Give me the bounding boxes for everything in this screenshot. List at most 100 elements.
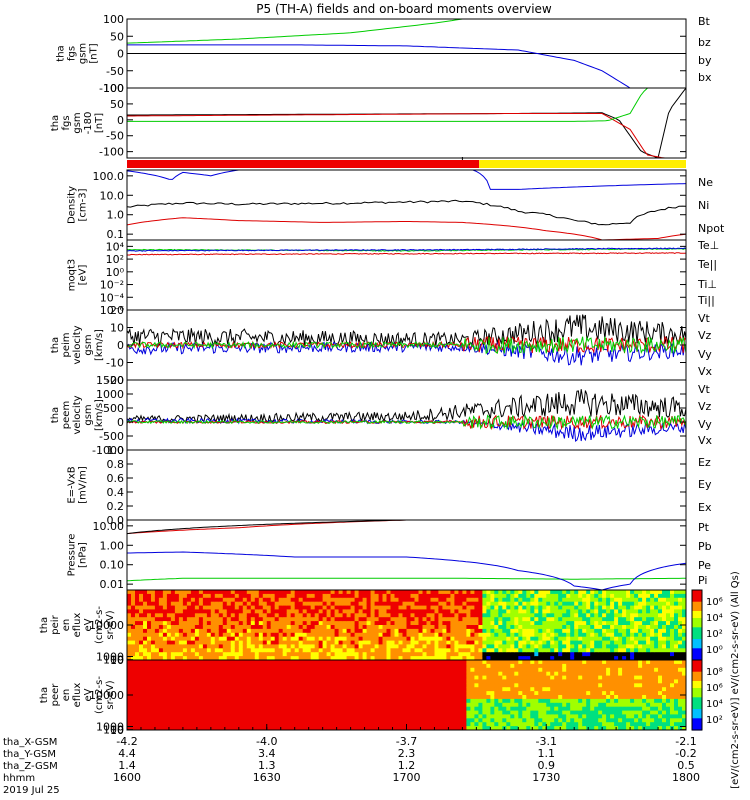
heatmap-cell — [226, 601, 232, 607]
heatmap-cell — [135, 621, 140, 626]
heatmap-cell — [270, 679, 276, 684]
heatmap-cell — [127, 625, 132, 630]
heatmap-cell — [458, 613, 463, 618]
heatmap-cell — [270, 632, 276, 638]
heatmap-cell — [642, 617, 647, 622]
heatmap-cell — [182, 714, 188, 719]
heatmap-cell — [286, 663, 292, 669]
heatmap-cell — [542, 714, 547, 719]
heatmap-cell — [338, 652, 344, 657]
heatmap-cell — [530, 640, 535, 646]
heatmap-cell — [246, 593, 252, 599]
heatmap-cell — [254, 617, 260, 622]
heatmap-cell — [586, 605, 591, 611]
heatmap-cell — [482, 722, 487, 727]
heatmap-cell — [442, 625, 447, 630]
heatmap-cell — [139, 675, 144, 681]
heatmap-cell — [446, 597, 451, 603]
heatmap-cell — [342, 663, 348, 669]
heatmap-cell — [270, 590, 276, 595]
heatmap-cell — [394, 625, 400, 630]
heatmap-cell — [342, 625, 348, 630]
heatmap-cell — [442, 597, 447, 603]
heatmap-cell — [570, 605, 575, 611]
heatmap-cell — [206, 636, 212, 642]
heatmap-cell — [222, 632, 228, 638]
heatmap-cell — [238, 667, 244, 673]
colorbar-swatch — [692, 597, 702, 600]
heatmap-cell — [322, 714, 328, 719]
heatmap-cell — [147, 601, 152, 607]
heatmap-cell — [598, 605, 603, 611]
heatmap-cell — [127, 687, 132, 692]
heatmap-cell — [250, 714, 256, 719]
heatmap-cell — [502, 671, 507, 677]
heatmap-cell — [550, 652, 555, 657]
heatmap-cell — [238, 722, 244, 727]
heatmap-cell — [642, 593, 647, 599]
heatmap-cell — [306, 621, 312, 626]
heatmap-cell — [274, 590, 280, 595]
heatmap-cell — [610, 593, 615, 599]
heatmap-cell — [190, 683, 196, 688]
heatmap-cell — [638, 628, 643, 634]
heatmap-cell — [206, 687, 212, 692]
heatmap-cell — [558, 590, 563, 595]
heatmap-cell — [450, 695, 455, 700]
heatmap-cell — [226, 663, 232, 669]
heatmap-cell — [206, 660, 212, 665]
heatmap-cell — [250, 656, 256, 660]
heatmap-cell — [290, 625, 296, 630]
heatmap-cell — [250, 597, 256, 603]
heatmap-cell — [462, 663, 467, 669]
heatmap-cell — [258, 667, 264, 673]
heatmap-cell — [226, 656, 232, 660]
heatmap-cell — [226, 609, 232, 614]
heatmap-cell — [298, 601, 304, 607]
heatmap-cell — [494, 702, 499, 708]
heatmap-cell — [530, 687, 535, 692]
heatmap-cell — [514, 687, 519, 692]
heatmap-cell — [306, 632, 312, 638]
heatmap-cell — [554, 597, 559, 603]
heatmap-cell — [570, 671, 575, 677]
heatmap-cell — [414, 590, 420, 595]
heatmap-cell — [426, 601, 432, 607]
heatmap-cell — [546, 683, 551, 688]
heatmap-cell — [370, 667, 376, 673]
heatmap-cell — [270, 671, 276, 677]
heatmap-cell — [170, 628, 176, 634]
heatmap-cell — [274, 632, 280, 638]
heatmap-cell — [394, 683, 400, 688]
heatmap-cell — [398, 597, 404, 603]
heatmap-cell — [510, 648, 515, 653]
heatmap-cell — [162, 640, 168, 646]
heatmap-cell — [474, 597, 479, 603]
heatmap-cell — [414, 609, 420, 614]
heatmap-cell — [510, 695, 515, 700]
heatmap-cell — [346, 679, 352, 684]
ylabel-line: peim — [61, 332, 72, 357]
heatmap-cell — [426, 702, 432, 708]
heatmap-cell — [506, 590, 511, 595]
heatmap-cell — [482, 652, 487, 657]
heatmap-cell — [170, 722, 176, 727]
heatmap-cell — [522, 671, 527, 677]
heatmap-cell — [466, 640, 471, 646]
heatmap-cell — [218, 695, 224, 700]
heatmap-cell — [434, 632, 440, 638]
heatmap-cell — [374, 656, 380, 660]
heatmap-cell — [282, 691, 288, 696]
heatmap-cell — [354, 667, 360, 673]
heatmap-cell — [570, 667, 575, 673]
heatmap-cell — [238, 636, 244, 642]
heatmap-cell — [450, 667, 455, 673]
heatmap-cell — [162, 648, 168, 653]
heatmap-cell — [131, 706, 136, 712]
heatmap-cell — [306, 691, 312, 696]
heatmap-cell — [218, 726, 224, 730]
heatmap-cell — [151, 590, 156, 595]
heatmap-cell — [250, 687, 256, 692]
heatmap-cell — [478, 718, 483, 723]
heatmap-cell — [566, 706, 571, 712]
